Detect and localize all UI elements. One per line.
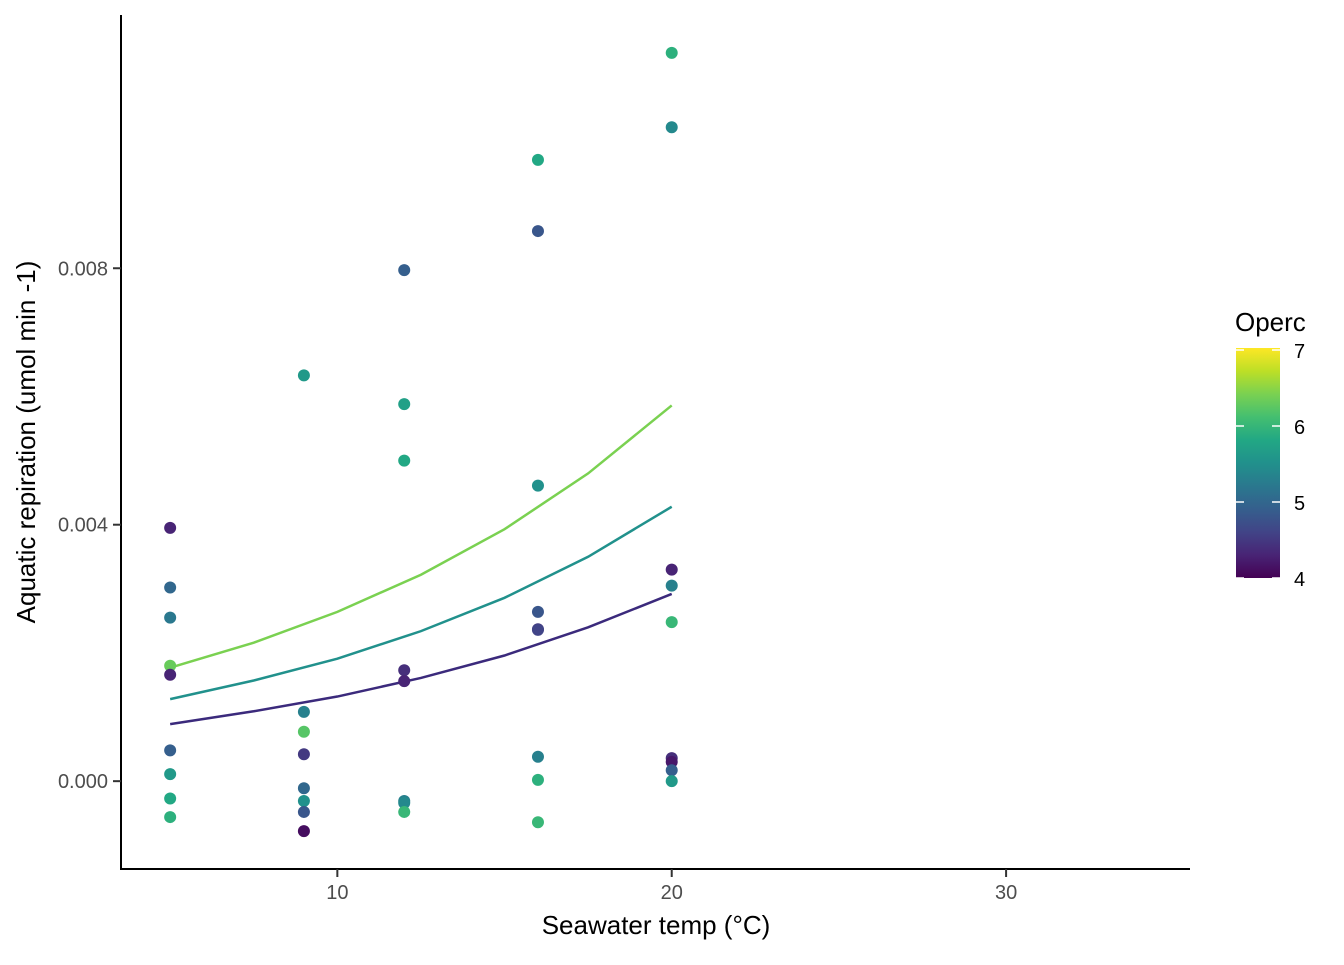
- data-point: [398, 454, 411, 467]
- y-tick-label: 0.008: [58, 258, 108, 280]
- legend-tick-label: 6: [1294, 417, 1305, 439]
- x-tick-label: 10: [326, 882, 348, 904]
- legend-tick-label: 4: [1294, 569, 1305, 591]
- data-point: [297, 795, 310, 808]
- data-point: [531, 153, 544, 166]
- data-point: [164, 744, 177, 757]
- data-point: [164, 581, 177, 594]
- y-axis-label: Aquatic repiration (umol min -1): [11, 261, 41, 624]
- data-point: [398, 796, 411, 809]
- data-point: [164, 811, 177, 824]
- data-point: [531, 605, 544, 618]
- fit-line-2: [169, 592, 673, 726]
- legend-tick-label: 5: [1294, 493, 1305, 515]
- data-point: [164, 611, 177, 624]
- data-point: [164, 768, 177, 781]
- data-point: [665, 616, 678, 629]
- data-point: [297, 825, 310, 838]
- data-point: [297, 805, 310, 818]
- data-point: [531, 479, 544, 492]
- data-point: [164, 668, 177, 681]
- data-point: [398, 805, 411, 818]
- data-point: [531, 773, 544, 786]
- data-point: [531, 225, 544, 238]
- y-ticks: 0.000 0.004 0.008: [58, 258, 121, 793]
- y-tick-label: 0.000: [58, 771, 108, 793]
- data-point: [665, 563, 678, 576]
- x-axis-label: Seawater temp (°C): [542, 910, 771, 940]
- data-point: [297, 748, 310, 761]
- x-tick-label: 30: [995, 882, 1017, 904]
- data-point: [531, 750, 544, 763]
- y-tick-label: 0.004: [58, 515, 108, 537]
- fit-lines: [169, 404, 673, 726]
- data-point: [398, 264, 411, 277]
- data-point: [398, 675, 411, 688]
- data-point: [531, 623, 544, 636]
- data-point: [297, 725, 310, 738]
- colorbar: [1236, 348, 1280, 578]
- data-point: [665, 121, 678, 134]
- legend-title: Operc: [1235, 307, 1306, 337]
- data-point: [665, 46, 678, 59]
- data-point: [531, 816, 544, 829]
- data-point: [665, 755, 678, 768]
- fit-line-1: [169, 505, 673, 701]
- data-point: [164, 521, 177, 534]
- data-point: [665, 764, 678, 777]
- data-point: [398, 398, 411, 411]
- x-ticks: 10 20 30: [326, 869, 1017, 904]
- colorbar-legend: Operc 4 5 6 7: [1235, 307, 1306, 591]
- data-point: [297, 369, 310, 382]
- legend-tick-label: 7: [1294, 341, 1305, 363]
- data-point: [297, 705, 310, 718]
- data-point: [665, 579, 678, 592]
- data-point: [164, 792, 177, 805]
- data-points: [164, 46, 678, 838]
- x-tick-label: 20: [661, 882, 683, 904]
- fit-line-0: [169, 404, 673, 669]
- data-point: [665, 775, 678, 788]
- data-point: [297, 782, 310, 795]
- data-point: [398, 664, 411, 677]
- data-point: [164, 659, 177, 672]
